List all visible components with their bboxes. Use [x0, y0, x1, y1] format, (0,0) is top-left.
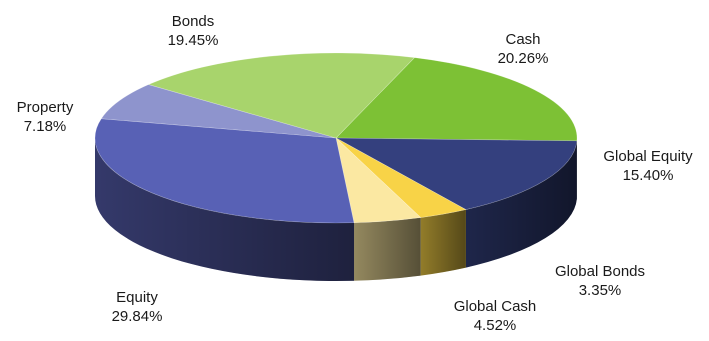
slice-label-property: Property 7.18% [0, 98, 90, 136]
slice-label-global-equity-value: 15.40% [622, 167, 674, 184]
slice-label-global-cash: Global Cash 4.52% [435, 297, 555, 335]
pie-top-faces [94, 52, 578, 224]
slice-label-property-name: Property [16, 99, 74, 116]
slice-label-cash-value: 20.26% [497, 50, 549, 67]
slice-label-equity-name: Equity [116, 289, 158, 306]
slice-label-cash-name: Cash [505, 31, 541, 48]
slice-side-shade-global-bonds [420, 209, 466, 276]
slice-label-bonds: Bonds 19.45% [148, 12, 238, 50]
slice-side-shade-equity [95, 138, 355, 281]
slice-label-global-cash-value: 4.52% [473, 317, 517, 334]
slice-label-bonds-value: 19.45% [167, 32, 219, 49]
slice-equity [94, 118, 355, 224]
pie-side-walls [95, 138, 577, 281]
slice-global-cash [335, 137, 422, 224]
slice-side-shade-global-cash [354, 217, 421, 281]
slice-side-shade-global-equity [465, 140, 577, 268]
slice-label-global-equity-name: Global Equity [603, 148, 693, 165]
slice-label-property-value: 7.18% [23, 118, 67, 135]
slice-label-global-bonds-name: Global Bonds [554, 263, 646, 280]
slice-label-global-bonds: Global Bonds 3.35% [540, 262, 660, 300]
slice-label-bonds-name: Bonds [171, 13, 215, 30]
slice-cash [335, 57, 578, 142]
slice-label-cash: Cash 20.26% [478, 30, 568, 68]
slice-global-bonds [335, 137, 467, 218]
slice-property [100, 84, 337, 139]
slice-global-equity [335, 137, 578, 210]
slice-label-equity: Equity 29.84% [92, 288, 182, 326]
slice-label-global-equity: Global Equity 15.40% [588, 147, 708, 185]
slice-label-equity-value: 29.84% [111, 308, 163, 325]
slice-bonds [147, 52, 416, 139]
slice-label-global-cash-name: Global Cash [453, 298, 537, 315]
slice-label-global-bonds-value: 3.35% [578, 282, 622, 299]
